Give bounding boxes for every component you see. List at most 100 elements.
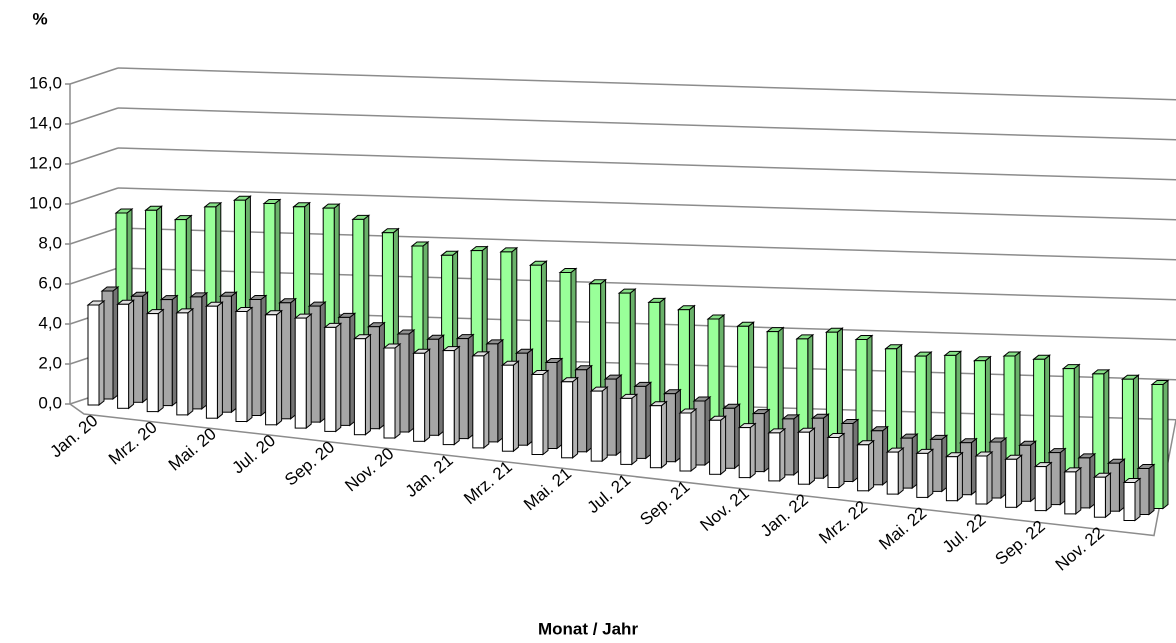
grid-line-side (69, 147, 119, 165)
x-tick-label: Mai. 22 (875, 503, 930, 553)
bar (944, 451, 964, 502)
bar-top-shade (842, 419, 858, 424)
bar-top-shade (295, 314, 312, 319)
bar-top-shade (915, 352, 932, 357)
bar-top-shade (634, 382, 651, 387)
bar-top-shade (620, 394, 637, 399)
bar (603, 374, 623, 457)
bar (175, 307, 195, 416)
bar (840, 418, 860, 483)
bar-top-shade (768, 428, 785, 433)
bar (885, 447, 905, 496)
bar-front (265, 314, 278, 426)
bar-side-shade (483, 351, 489, 448)
y-tick-label: 8,0 (38, 233, 62, 252)
y-axis-title: % (32, 9, 47, 28)
bar-side-shade (172, 295, 178, 406)
bar-side-shade (1119, 459, 1125, 512)
bar-top-shade (828, 433, 844, 438)
bar (1120, 374, 1140, 507)
bar (382, 342, 402, 440)
bar-front (146, 313, 159, 413)
bar-side-shade (1044, 355, 1050, 496)
bar-top-shade (412, 242, 428, 246)
bar-top-shade (147, 309, 164, 314)
bar-side-shade (1149, 464, 1154, 515)
bar-top-shade (102, 287, 118, 291)
grid-line (117, 147, 1176, 181)
bar-side-shade (1105, 473, 1111, 518)
bar-front (413, 352, 426, 442)
x-axis-title: Monat / Jahr (538, 619, 639, 638)
bar-front (1151, 384, 1164, 509)
bar-side-shade (898, 448, 904, 495)
bar-front (383, 347, 396, 439)
bar-top-shade (1124, 478, 1140, 483)
bar-front (531, 374, 544, 455)
bar-side-shade (543, 370, 548, 455)
bar (751, 408, 771, 473)
bar-top-shade (737, 322, 754, 327)
bar-top-shade (443, 346, 460, 351)
bar-front (1064, 471, 1077, 515)
bar-top-shade (441, 251, 458, 256)
bar-top-shade (532, 370, 548, 375)
bar (500, 360, 520, 453)
bar-side-shade (955, 351, 961, 486)
y-tick-label: 0,0 (38, 393, 62, 412)
bar-side-shade (1075, 467, 1081, 514)
bar (988, 436, 1008, 500)
bar (204, 301, 224, 420)
bar (781, 413, 801, 476)
bar-side-shade (320, 302, 326, 423)
bar-top-shade (856, 335, 872, 340)
bar-top-shade (1063, 364, 1080, 369)
bar-top-shade (352, 215, 369, 220)
bar-side-shade (616, 375, 622, 456)
bar-front (205, 305, 218, 419)
bar-side-shade (809, 428, 815, 485)
bar-front (235, 311, 248, 422)
bar-side-shade (187, 308, 193, 415)
bar-side-shade (602, 387, 608, 462)
bar-top-shade (648, 298, 665, 303)
bar-top-shade (471, 246, 488, 251)
bar (130, 291, 150, 404)
bar (412, 348, 432, 443)
bar (1063, 466, 1083, 515)
bar (441, 345, 461, 446)
bar-top-shade (709, 416, 726, 421)
bar-side-shade (290, 298, 296, 419)
bar-top-shade (974, 356, 991, 361)
bar-top-shade (204, 202, 221, 207)
x-tick-label: Jan. 22 (757, 490, 812, 540)
grid-line-side (69, 107, 119, 125)
bar-top-shade (382, 228, 399, 233)
y-tick-label: 16,0 (29, 73, 62, 92)
bar-top-shade (767, 327, 784, 332)
grid-line (117, 107, 1176, 141)
bar-front (709, 419, 722, 475)
bar (884, 343, 904, 480)
bar-top-shade (664, 389, 681, 394)
bar (589, 386, 609, 463)
y-tick-label: 4,0 (38, 313, 62, 332)
bar-side-shade (957, 452, 963, 501)
bar-top-shade (323, 204, 340, 209)
bar-front (294, 317, 307, 429)
bar (396, 328, 416, 434)
x-tick-label: Sep. 20 (281, 437, 338, 489)
bar-side-shade (705, 397, 710, 465)
x-tick-label: Jul. 22 (939, 510, 990, 557)
bar-top-shade (885, 344, 902, 349)
bar (116, 299, 136, 410)
bar-top-shade (116, 209, 132, 213)
bar (662, 388, 682, 463)
bar-side-shade (734, 404, 740, 469)
bar-top-shade (1122, 375, 1139, 380)
bar-side-shade (941, 435, 947, 492)
bar (856, 439, 876, 492)
bar-top-shade (457, 334, 474, 339)
bar (530, 369, 550, 456)
bar-front (117, 303, 130, 409)
